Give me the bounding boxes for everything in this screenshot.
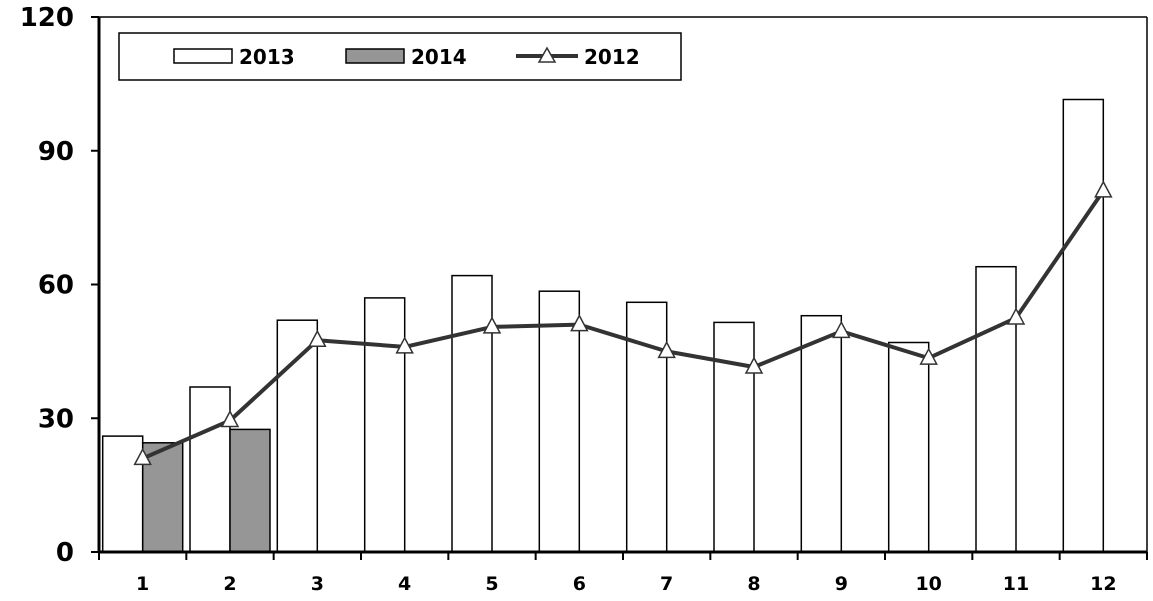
bar-2013-2	[189, 386, 231, 553]
bar-2013-10	[887, 341, 930, 553]
legend: 2013 2014 2012	[118, 32, 682, 81]
y-tick-label: 120	[20, 3, 74, 33]
y-tick-label: 90	[38, 137, 74, 167]
point-2012-9	[832, 320, 851, 339]
bar-2013-1	[101, 435, 144, 553]
point-2012-5	[482, 316, 502, 334]
x-tick-label: 5	[485, 573, 498, 595]
point-2012-2	[220, 409, 240, 428]
series-2014-bars	[141, 428, 271, 553]
point-2012-11	[1006, 307, 1026, 325]
x-tick-label: 2	[223, 573, 236, 595]
x-tick-label: 8	[747, 573, 760, 595]
series-2013-bars	[101, 98, 1105, 553]
bar-2013-11	[975, 265, 1017, 553]
bar-2013-5	[451, 274, 493, 553]
point-2012-6	[570, 314, 589, 332]
x-tick-label: 10	[915, 573, 941, 595]
x-tick-label: 4	[398, 573, 411, 595]
bar-2013-12	[1062, 98, 1105, 553]
bar-2014-2	[229, 428, 271, 553]
y-axis-ticks: 0 30 60 90 120	[20, 3, 99, 568]
point-2012-7	[657, 340, 676, 359]
x-tick-label: 7	[660, 573, 673, 595]
y-tick-label: 60	[38, 271, 74, 301]
bar-2013-8	[713, 321, 755, 553]
x-tick-label: 12	[1090, 573, 1116, 595]
legend-label-2014: 2014	[411, 45, 467, 69]
x-tick-label: 11	[1003, 573, 1029, 595]
point-2012-4	[395, 336, 414, 354]
bar-2013-3	[276, 319, 319, 553]
x-tick-label: 6	[573, 573, 586, 595]
point-2012-10	[919, 347, 938, 365]
point-2012-8	[744, 356, 764, 374]
x-tick-label: 1	[136, 573, 149, 595]
bar-2013-4	[363, 297, 406, 553]
series-2012-line	[133, 180, 1113, 466]
x-tick-label: 3	[311, 573, 324, 595]
legend-swatch-2013	[173, 48, 233, 64]
legend-label-2012: 2012	[584, 45, 640, 69]
bar-2013-6	[538, 290, 581, 553]
legend-swatch-2014	[345, 48, 405, 64]
y-tick-label: 0	[56, 538, 74, 568]
y-tick-label: 30	[38, 404, 74, 434]
legend-label-2013: 2013	[239, 45, 295, 69]
legend-marker-2012	[537, 46, 557, 63]
x-axis-ticks: 1 2 3 4 5 6 7 8 9 10 11 12	[98, 552, 1148, 595]
line-2012-path	[141, 189, 1105, 461]
x-tick-label: 9	[835, 573, 848, 595]
plot-frame	[99, 16, 1148, 552]
point-2012-3	[308, 329, 327, 347]
point-2012-1	[133, 447, 152, 466]
bar-2013-9	[800, 314, 843, 553]
point-2012-12	[1094, 180, 1113, 198]
